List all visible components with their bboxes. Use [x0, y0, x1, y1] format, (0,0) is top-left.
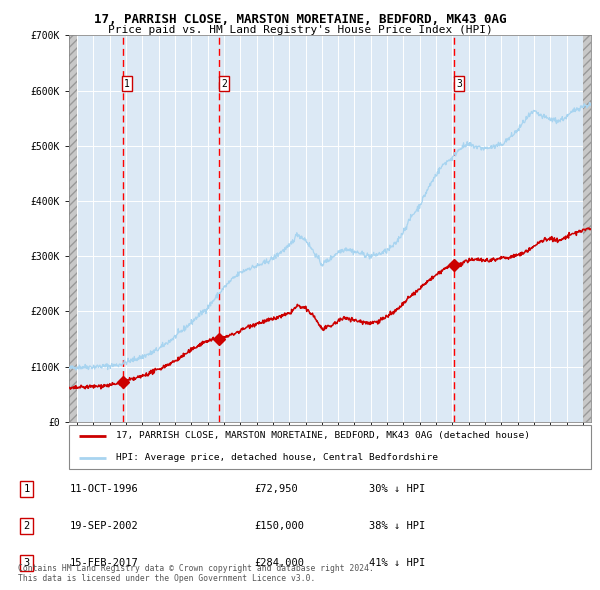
Text: 17, PARRISH CLOSE, MARSTON MORETAINE, BEDFORD, MK43 0AG: 17, PARRISH CLOSE, MARSTON MORETAINE, BE…	[94, 13, 506, 26]
Text: 17, PARRISH CLOSE, MARSTON MORETAINE, BEDFORD, MK43 0AG (detached house): 17, PARRISH CLOSE, MARSTON MORETAINE, BE…	[116, 431, 530, 440]
Text: £284,000: £284,000	[254, 558, 304, 568]
Text: 38% ↓ HPI: 38% ↓ HPI	[369, 521, 425, 531]
Text: 3: 3	[456, 78, 462, 88]
FancyBboxPatch shape	[69, 425, 591, 469]
Text: HPI: Average price, detached house, Central Bedfordshire: HPI: Average price, detached house, Cent…	[116, 454, 438, 463]
Text: 30% ↓ HPI: 30% ↓ HPI	[369, 484, 425, 494]
Text: 15-FEB-2017: 15-FEB-2017	[70, 558, 139, 568]
Text: 2: 2	[23, 521, 29, 531]
Text: 1: 1	[23, 484, 29, 494]
Text: Contains HM Land Registry data © Crown copyright and database right 2024.
This d: Contains HM Land Registry data © Crown c…	[18, 563, 374, 583]
Bar	[69, 35, 77, 422]
Text: Price paid vs. HM Land Registry's House Price Index (HPI): Price paid vs. HM Land Registry's House …	[107, 25, 493, 35]
Text: 19-SEP-2002: 19-SEP-2002	[70, 521, 139, 531]
Text: £150,000: £150,000	[254, 521, 304, 531]
Text: 2: 2	[221, 78, 227, 88]
Text: 41% ↓ HPI: 41% ↓ HPI	[369, 558, 425, 568]
Bar	[583, 35, 591, 422]
Text: 11-OCT-1996: 11-OCT-1996	[70, 484, 139, 494]
Text: 3: 3	[23, 558, 29, 568]
Text: £72,950: £72,950	[254, 484, 298, 494]
Text: 1: 1	[124, 78, 130, 88]
